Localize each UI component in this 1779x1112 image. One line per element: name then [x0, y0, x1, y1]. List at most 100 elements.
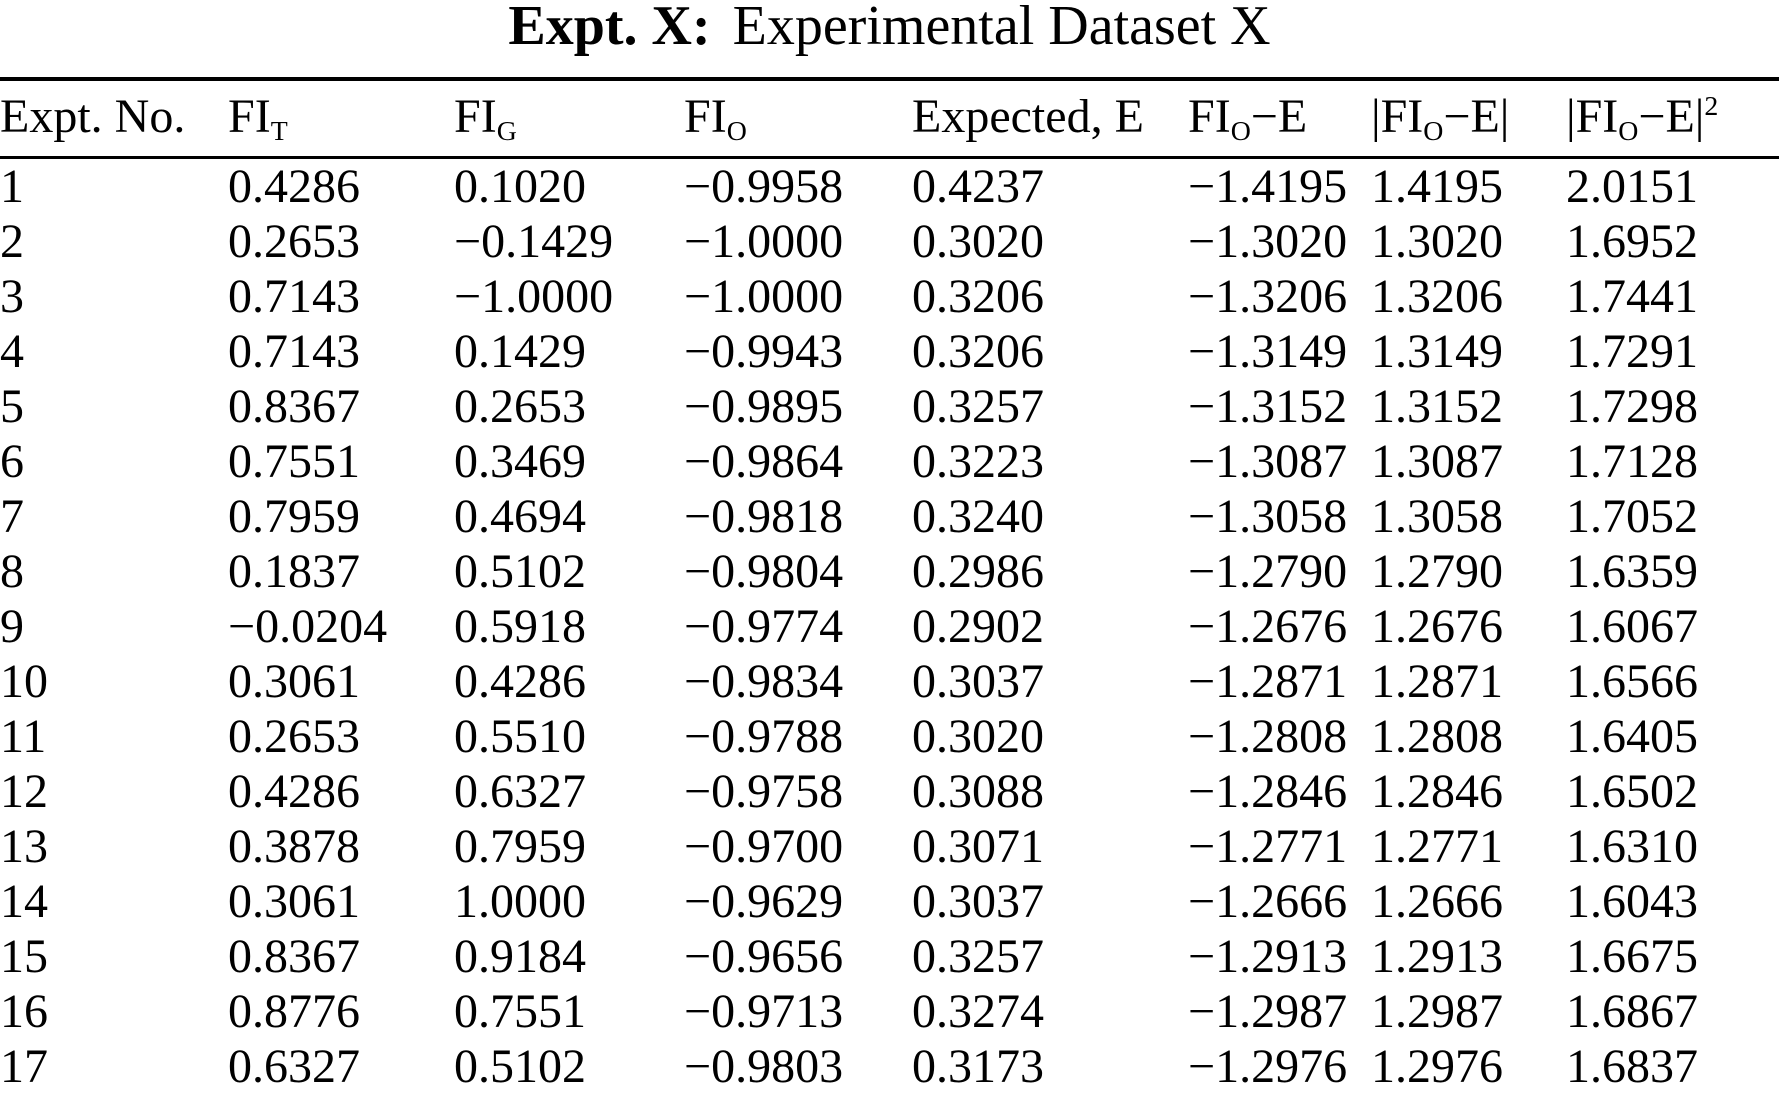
cell-expt-no: 8 — [0, 545, 24, 598]
cell-fi-t: 0.7959 — [228, 490, 360, 543]
header-pre: |FI — [1371, 90, 1424, 144]
cell-abs-fio-minus-e-sq: 1.7298 — [1566, 380, 1698, 433]
cell-fi-g: 0.4694 — [454, 490, 586, 543]
col-header-fio-minus-e: FIO−E — [1188, 79, 1371, 159]
cell-fi-o: −0.9700 — [684, 820, 844, 873]
cell-fi-o: −0.9864 — [684, 435, 844, 488]
cell-fi-g: 0.2653 — [454, 380, 586, 433]
cell-expected-e: 0.3173 — [912, 1040, 1044, 1093]
cell-abs-fio-minus-e: 1.3152 — [1371, 380, 1503, 433]
cell-fi-o: −0.9804 — [684, 545, 844, 598]
cell-fi-g: 0.6327 — [454, 765, 586, 818]
header-post: −E — [1250, 90, 1308, 144]
cell-expt-no: 17 — [0, 1040, 48, 1093]
table-row: 5 0.8367 0.2653 −0.9895 0.3257 −1.3152 1.3152 1… — [0, 379, 1779, 434]
cell-expected-e: 0.3206 — [912, 325, 1044, 378]
cell-abs-fio-minus-e: 1.3149 — [1371, 325, 1503, 378]
cell-fi-t: 0.4286 — [228, 160, 360, 213]
table-row: 10 0.3061 0.4286 −0.9834 0.3037 −1.2871 1.2871… — [0, 654, 1779, 709]
cell-fi-t: 0.8367 — [228, 380, 360, 433]
cell-expected-e: 0.3020 — [912, 710, 1044, 763]
cell-fio-minus-e: −1.2846 — [1188, 765, 1348, 818]
col-header-fi-g: FIG — [454, 79, 684, 159]
cell-expt-no: 9 — [0, 600, 24, 653]
cell-fi-t: 0.7143 — [228, 325, 360, 378]
cell-fi-g: 0.9184 — [454, 930, 586, 983]
table-row: 11 0.2653 0.5510 −0.9788 0.3020 −1.2808 1.2808… — [0, 709, 1779, 764]
cell-fio-minus-e: −1.2808 — [1188, 710, 1348, 763]
cell-fi-g: 0.3469 — [454, 435, 586, 488]
header-post: −E| — [1443, 90, 1510, 144]
table-row: 2 0.2653 −0.1429 −1.0000 0.3020 −1.3020 1.3020… — [0, 214, 1779, 269]
cell-fi-t: 0.3061 — [228, 655, 360, 708]
cell-abs-fio-minus-e-sq: 1.7128 — [1566, 435, 1698, 488]
cell-fi-g: 0.4286 — [454, 655, 586, 708]
cell-fio-minus-e: −1.2871 — [1188, 655, 1348, 708]
cell-expected-e: 0.2986 — [912, 545, 1044, 598]
header-pre: FI — [684, 90, 727, 144]
cell-expected-e: 0.3071 — [912, 820, 1044, 873]
cell-fi-g: 0.7551 — [454, 985, 586, 1038]
cell-fi-o: −0.9774 — [684, 600, 844, 653]
cell-fi-g: 0.7959 — [454, 820, 586, 873]
cell-abs-fio-minus-e-sq: 1.6359 — [1566, 545, 1698, 598]
cell-abs-fio-minus-e: 1.2913 — [1371, 930, 1503, 983]
table-row: 7 0.7959 0.4694 −0.9818 0.3240 −1.3058 1.3058 1… — [0, 489, 1779, 544]
cell-abs-fio-minus-e-sq: 1.6067 — [1566, 600, 1698, 653]
cell-expected-e: 0.3037 — [912, 655, 1044, 708]
table-title-label: Expt. X: — [508, 0, 711, 57]
cell-abs-fio-minus-e-sq: 1.6675 — [1566, 930, 1698, 983]
header-subscript: T — [270, 115, 288, 147]
cell-fi-o: −0.9713 — [684, 985, 844, 1038]
header-subscript: O — [1423, 115, 1444, 147]
cell-fio-minus-e: −1.2676 — [1188, 600, 1348, 653]
cell-expected-e: 0.3274 — [912, 985, 1044, 1038]
table-row: 6 0.7551 0.3469 −0.9864 0.3223 −1.3087 1.3087 1… — [0, 434, 1779, 489]
cell-abs-fio-minus-e-sq: 1.7052 — [1566, 490, 1698, 543]
cell-fio-minus-e: −1.3058 — [1188, 490, 1348, 543]
cell-fi-o: −0.9758 — [684, 765, 844, 818]
cell-fi-o: −0.9656 — [684, 930, 844, 983]
header-pre: FI — [228, 90, 271, 144]
cell-fi-o: −0.9834 — [684, 655, 844, 708]
cell-fi-t: 0.3878 — [228, 820, 360, 873]
cell-fio-minus-e: −1.4195 — [1188, 160, 1348, 213]
cell-fi-t: 0.2653 — [228, 710, 360, 763]
cell-fio-minus-e: −1.2790 — [1188, 545, 1348, 598]
cell-abs-fio-minus-e: 1.3206 — [1371, 270, 1503, 323]
cell-expt-no: 12 — [0, 765, 48, 818]
cell-fio-minus-e: −1.3087 — [1188, 435, 1348, 488]
cell-abs-fio-minus-e: 1.3087 — [1371, 435, 1503, 488]
cell-fio-minus-e: −1.3206 — [1188, 270, 1348, 323]
table-body: 1 0.4286 0.1020 −0.9958 0.4237 −1.4195 1.4195 2… — [0, 158, 1779, 1112]
cell-abs-fio-minus-e: 1.2676 — [1371, 600, 1503, 653]
cell-abs-fio-minus-e-sq: 2.0151 — [1566, 160, 1698, 213]
cell-abs-fio-minus-e-sq: 1.6566 — [1566, 655, 1698, 708]
cell-fi-g: 0.5102 — [454, 1040, 586, 1093]
cell-fi-g: 0.1020 — [454, 160, 586, 213]
cell-abs-fio-minus-e: 1.2987 — [1371, 985, 1503, 1038]
cell-abs-fio-minus-e: 1.2846 — [1371, 765, 1503, 818]
cell-abs-fio-minus-e-sq: 1.6502 — [1566, 765, 1698, 818]
cell-expected-e: 0.3257 — [912, 930, 1044, 983]
cell-fi-g: 0.5102 — [454, 545, 586, 598]
cell-fi-o: −1.0000 — [684, 215, 844, 268]
cell-expt-no: 6 — [0, 435, 24, 488]
cell-fi-t: 0.7551 — [228, 435, 360, 488]
table-row: 17 0.6327 0.5102 −0.9803 0.3173 −1.2976 1.2976… — [0, 1039, 1779, 1112]
cell-abs-fio-minus-e-sq: 1.6043 — [1566, 875, 1698, 928]
cell-abs-fio-minus-e: 1.3020 — [1371, 215, 1503, 268]
cell-fio-minus-e: −1.3149 — [1188, 325, 1348, 378]
cell-abs-fio-minus-e-sq: 1.6405 — [1566, 710, 1698, 763]
col-header-abs-fio-minus-e-sq: |FIO−E|2 — [1566, 79, 1779, 159]
header-post: −E| — [1638, 90, 1705, 144]
header-pre: Expt. No. — [0, 90, 186, 144]
cell-expected-e: 0.3088 — [912, 765, 1044, 818]
col-header-expected-e: Expected, E — [912, 79, 1188, 159]
cell-fi-g: 0.1429 — [454, 325, 586, 378]
cell-fi-o: −0.9803 — [684, 1040, 844, 1093]
data-table: Expt. No. FIT FIG FIO Expected, E FIO−E … — [0, 77, 1779, 1112]
cell-fi-t: 0.3061 — [228, 875, 360, 928]
table-row: 8 0.1837 0.5102 −0.9804 0.2986 −1.2790 1.2790 1… — [0, 544, 1779, 599]
